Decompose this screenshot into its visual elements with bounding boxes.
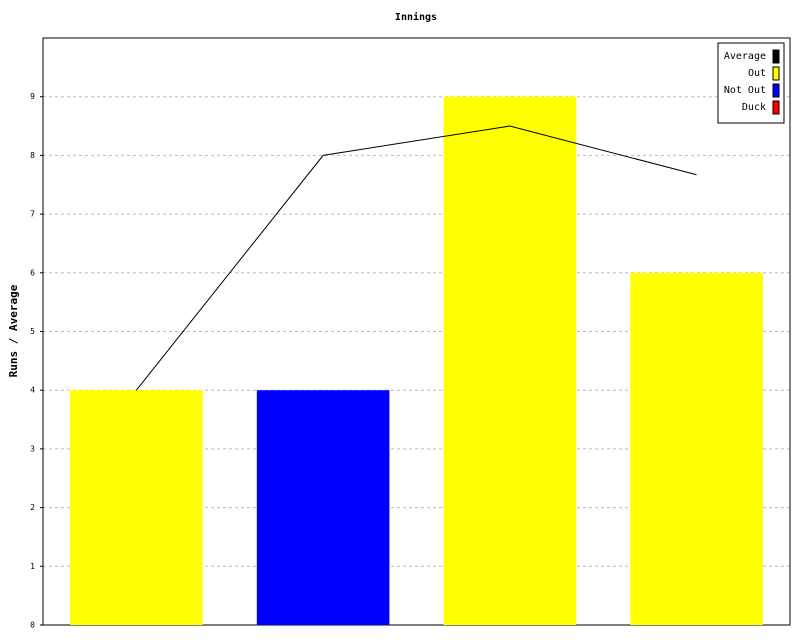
bar xyxy=(443,96,577,625)
bar xyxy=(630,272,763,625)
y-tick-label: 5 xyxy=(30,327,35,336)
chart-title: Innings xyxy=(395,11,437,23)
bar xyxy=(70,390,203,625)
y-axis-label: Runs / Average xyxy=(7,284,20,377)
plot-frame xyxy=(42,37,791,626)
legend-swatch xyxy=(772,100,780,115)
legend-swatch xyxy=(772,83,780,98)
average-line xyxy=(135,125,697,391)
legend-label: Not Out xyxy=(724,85,766,96)
legend-label: Duck xyxy=(742,102,766,113)
y-tick-label: 8 xyxy=(30,151,35,160)
legend-swatch xyxy=(772,49,780,64)
y-tick-label: 2 xyxy=(30,503,35,512)
legend-swatch xyxy=(772,66,780,81)
y-tick-label: 6 xyxy=(30,268,35,277)
y-tick-label: 9 xyxy=(30,92,35,101)
y-tick-label: 1 xyxy=(30,562,35,571)
y-tick-label: 0 xyxy=(30,621,35,630)
y-tick-label: 4 xyxy=(30,386,35,395)
bar xyxy=(256,390,390,625)
y-tick-label: 3 xyxy=(30,444,35,453)
legend-label: Out xyxy=(748,68,766,79)
legend-label: Average xyxy=(724,51,766,62)
y-tick-label: 7 xyxy=(30,210,35,219)
